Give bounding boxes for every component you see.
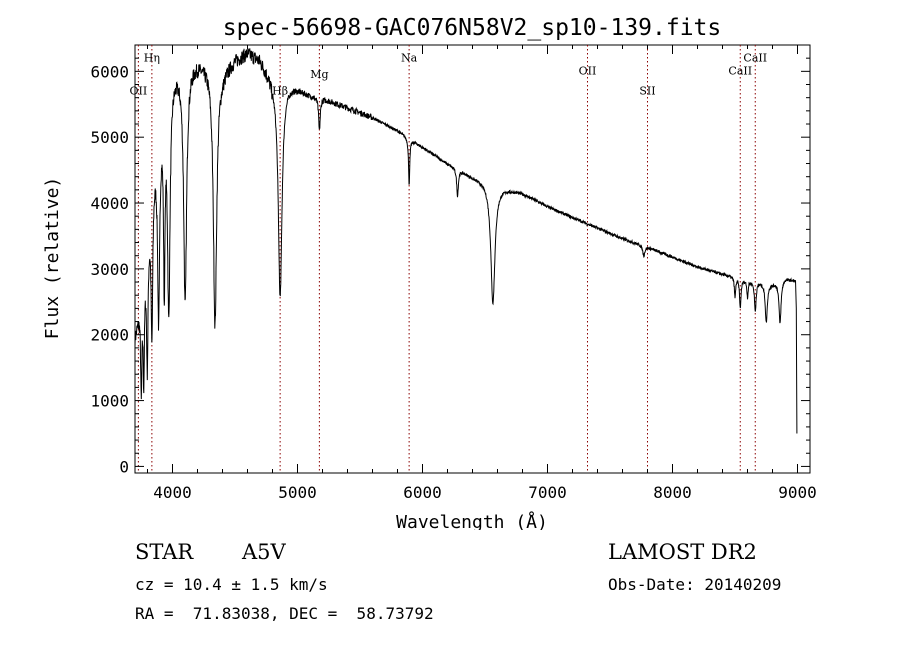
y-tick-label: 1000	[90, 392, 129, 411]
y-tick-label: 4000	[90, 194, 129, 213]
spectrum-line	[135, 47, 798, 434]
x-tick-label: 8000	[653, 483, 692, 502]
y-tick-label: 0	[119, 457, 129, 476]
line-marker-label: CaII	[743, 51, 767, 64]
line-marker-label: OII	[579, 65, 597, 78]
x-tick-label: 6000	[403, 483, 442, 502]
y-tick-label: 6000	[90, 62, 129, 81]
y-tick-label: 3000	[90, 260, 129, 279]
redshift-cz: cz = 10.4 ± 1.5 km/s	[135, 575, 328, 594]
line-marker-label: Hβ	[272, 84, 288, 97]
object-class: STAR	[135, 540, 194, 564]
line-marker-label: CaII	[728, 65, 752, 78]
line-marker-label: SII	[639, 84, 655, 97]
coordinates: RA = 71.83038, DEC = 58.73792	[135, 604, 434, 623]
y-axis-label: Flux (relative)	[42, 177, 63, 340]
x-axis-label: Wavelength (Å)	[396, 511, 548, 530]
line-marker-label: Mg	[310, 68, 328, 81]
chart-title: spec-56698-GAC076N58V2_sp10-139.fits	[223, 15, 722, 41]
x-tick-label: 7000	[528, 483, 567, 502]
spectrum-chart: spec-56698-GAC076N58V2_sp10-139.fits Hη O…	[42, 15, 817, 530]
line-marker-label: Hη	[144, 51, 160, 64]
object-subclass: A5V	[242, 540, 286, 564]
line-marker-label: OII	[130, 84, 148, 97]
line-marker-label: Na	[401, 51, 418, 64]
y-tick-label: 5000	[90, 128, 129, 147]
observation-date: Obs-Date: 20140209	[608, 575, 782, 594]
x-tick-label: 9000	[778, 483, 817, 502]
x-tick-label: 5000	[278, 483, 317, 502]
survey-name: LAMOST DR2	[608, 540, 757, 564]
y-tick-label: 2000	[90, 326, 129, 345]
x-tick-label: 4000	[153, 483, 192, 502]
plot-frame	[134, 44, 811, 474]
